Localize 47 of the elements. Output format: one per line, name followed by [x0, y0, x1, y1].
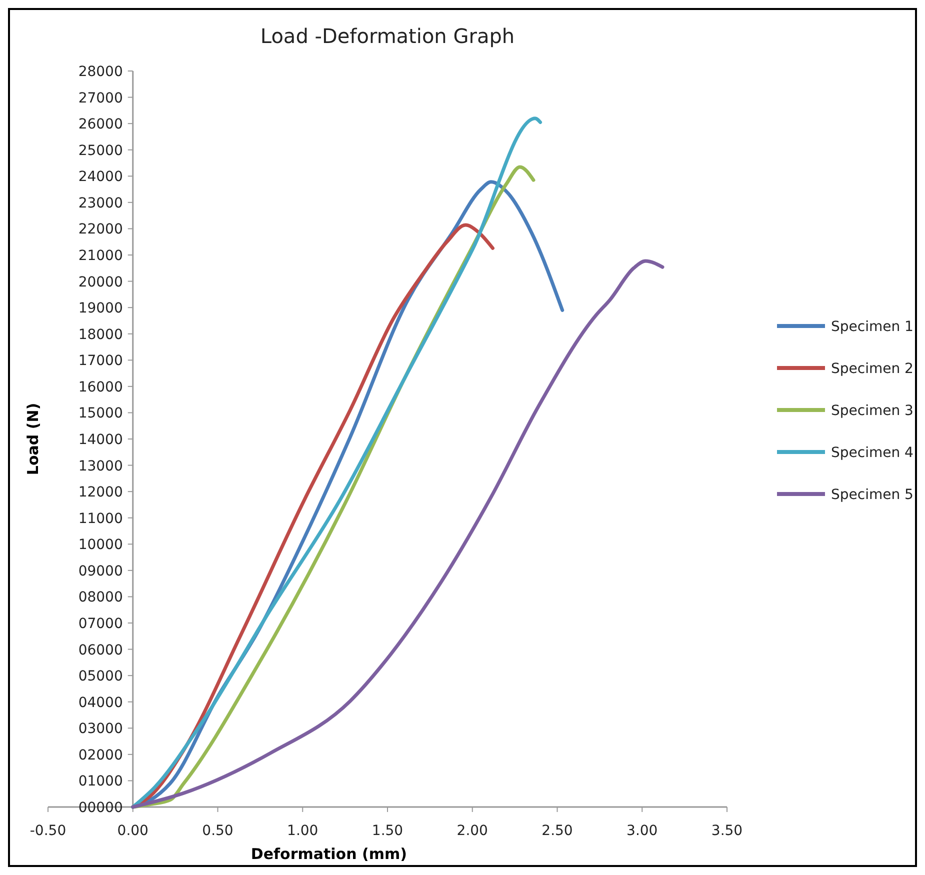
y-tick-label: 07000: [78, 616, 123, 632]
y-tick-label: 27000: [78, 90, 123, 106]
y-tick-label: 16000: [78, 379, 123, 396]
x-tick-label: 1.00: [287, 823, 318, 839]
y-tick-label: 17000: [78, 353, 123, 370]
y-tick-label: 18000: [78, 326, 123, 343]
y-tick-label: 25000: [78, 142, 123, 159]
chart-title: Load -Deformation Graph: [260, 24, 515, 48]
x-tick-label: 3.00: [626, 823, 658, 839]
y-tick-label: 01000: [78, 774, 123, 790]
legend-label: Specimen 1: [831, 319, 914, 335]
y-tick-label: 23000: [78, 195, 123, 212]
y-tick-label: 05000: [78, 668, 123, 685]
y-tick-label: 02000: [78, 747, 123, 764]
y-tick-label: 04000: [78, 694, 123, 711]
y-tick-label: 06000: [78, 642, 123, 658]
x-tick-label: 2.00: [456, 823, 488, 839]
x-tick-label: 0.50: [202, 823, 234, 839]
y-tick-label: 09000: [78, 563, 123, 580]
x-tick-label: 2.50: [542, 823, 573, 839]
legend-label: Specimen 3: [831, 403, 914, 419]
y-tick-label: 11000: [78, 510, 123, 527]
x-tick-label: 1.50: [372, 823, 404, 839]
y-tick-label: 28000: [78, 64, 123, 80]
y-tick-label: 20000: [78, 274, 123, 290]
x-tick-label: 0.00: [117, 823, 148, 839]
y-tick-label: 19000: [78, 300, 123, 317]
y-tick-label: 22000: [78, 222, 123, 238]
x-tick-label: 3.50: [711, 823, 743, 839]
y-tick-label: 15000: [78, 406, 123, 422]
y-tick-label: 12000: [78, 484, 123, 501]
x-tick-label: -0.50: [30, 823, 66, 839]
y-tick-label: 00000: [78, 800, 123, 816]
y-tick-label: 03000: [78, 721, 123, 738]
legend-label: Specimen 5: [831, 487, 914, 503]
y-tick-label: 26000: [78, 116, 123, 133]
y-tick-label: 21000: [78, 248, 123, 264]
y-axis-title: Load (N): [24, 402, 42, 476]
legend-label: Specimen 4: [831, 445, 914, 461]
y-tick-label: 24000: [78, 169, 123, 186]
y-tick-label: 08000: [78, 590, 123, 606]
x-axis-title: Deformation (mm): [250, 845, 407, 863]
y-tick-label: 10000: [78, 537, 123, 554]
y-tick-label: 14000: [78, 432, 123, 448]
legend-label: Specimen 2: [831, 361, 914, 377]
line-series: [131, 259, 664, 809]
y-tick-label: 13000: [78, 458, 123, 474]
